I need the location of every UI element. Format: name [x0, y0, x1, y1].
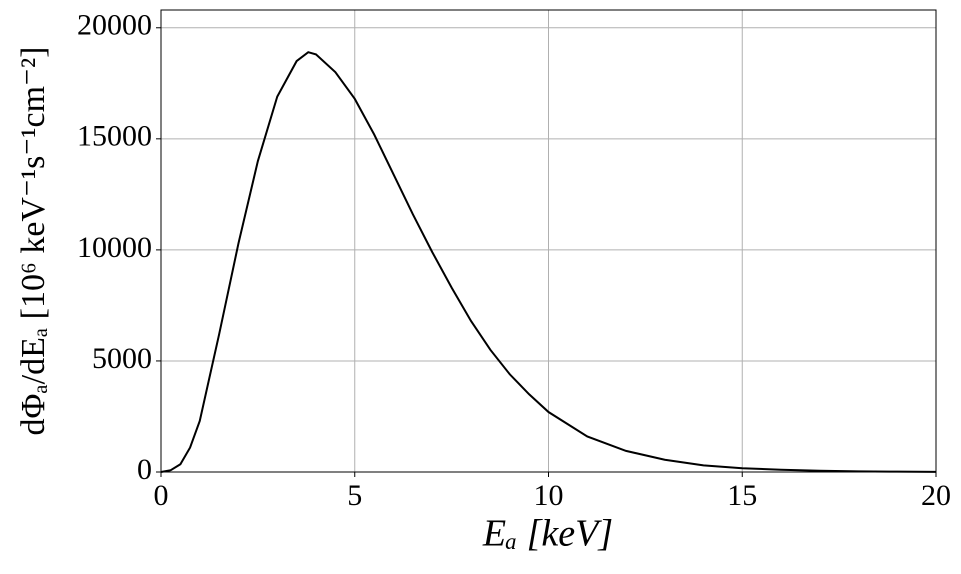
x-tick-label: 20 — [921, 479, 951, 512]
y-tick-label: 15000 — [77, 120, 152, 153]
y-tick-label: 0 — [137, 453, 152, 486]
y-tick-label: 5000 — [92, 342, 152, 375]
y-tick-label: 10000 — [77, 231, 152, 264]
plot-frame — [160, 9, 937, 473]
x-axis-label: Eₐ [keV] — [482, 513, 613, 555]
y-axis-label: dΦₐ/dEₐ [10⁶ keV⁻¹s⁻¹cm⁻²] — [15, 47, 52, 436]
line-series — [160, 51, 937, 473]
x-tick-label: 15 — [727, 479, 757, 512]
x-tick-label: 0 — [154, 479, 169, 512]
x-tick-label: 5 — [347, 479, 362, 512]
x-tick-label: 10 — [534, 479, 564, 512]
y-tick-label: 20000 — [77, 9, 152, 42]
